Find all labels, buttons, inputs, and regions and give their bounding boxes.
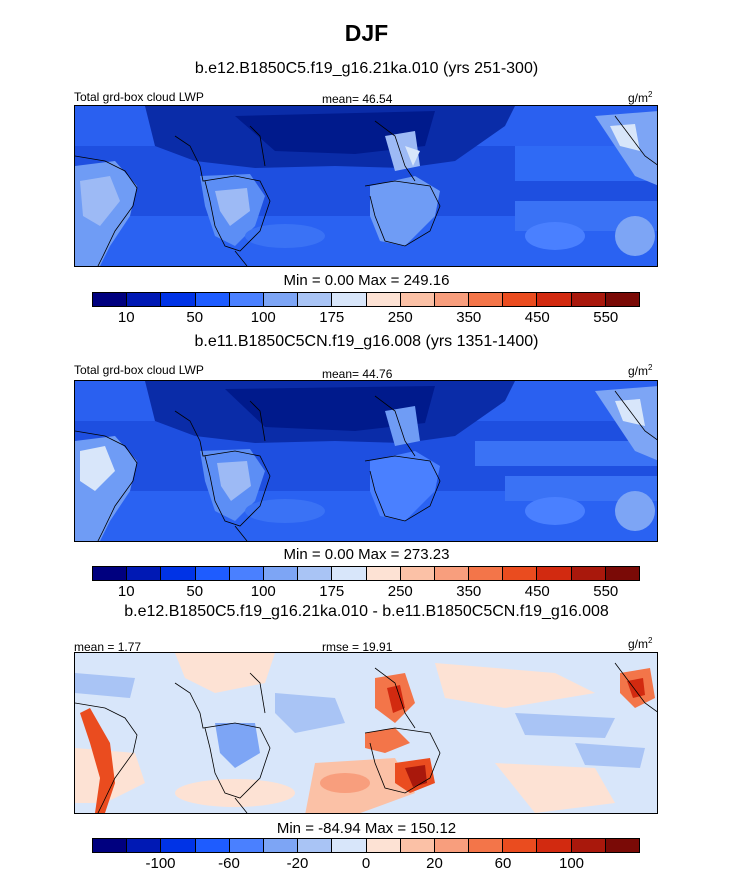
colorbar-tick-label: 450 <box>524 583 550 600</box>
colorbar-swatch <box>229 567 264 580</box>
colorbar-swatch <box>93 293 128 306</box>
colorbar-tick-label: 100 <box>250 583 276 600</box>
panel-2-map <box>74 380 658 542</box>
colorbar-tick-label: 550 <box>593 309 619 326</box>
panel-3-mean-label: mean = 1.77 <box>74 640 142 654</box>
colorbar-swatch <box>400 567 435 580</box>
colorbar-tick-label: 350 <box>456 309 482 326</box>
colorbar-tick-label: 60 <box>494 855 512 872</box>
colorbar-swatch <box>332 293 367 306</box>
colorbar-swatch <box>161 839 196 852</box>
colorbar-swatch <box>195 567 230 580</box>
colorbar-swatch <box>298 567 333 580</box>
panel-2-variable-label: Total grd-box cloud LWP <box>74 363 204 377</box>
colorbar-tick-label: 0 <box>361 855 371 872</box>
panel-2-colorbar <box>92 566 640 581</box>
panel-1-minmax: Min = 0.00 Max = 249.16 <box>283 272 450 289</box>
panel-1-unit: g/m2 <box>628 90 653 105</box>
colorbar-swatch <box>195 839 230 852</box>
colorbar-swatch <box>332 839 367 852</box>
panel-2-mean-label: mean= 44.76 <box>322 367 393 381</box>
colorbar-swatch <box>537 293 572 306</box>
panel-3-rmse-label: rmse = 19.91 <box>322 640 393 654</box>
colorbar-swatch <box>400 839 435 852</box>
colorbar-tick-label: -20 <box>286 855 309 872</box>
panel-3-colorbar <box>92 838 640 853</box>
colorbar-tick-label: 250 <box>387 583 413 600</box>
panel-1-subtitle: b.e12.B1850C5.f19_g16.21ka.010 (yrs 251-… <box>194 60 539 77</box>
figure-title: DJF <box>344 20 389 46</box>
colorbar-swatch <box>605 839 639 852</box>
colorbar-swatch <box>605 567 639 580</box>
colorbar-tick-label: 250 <box>387 309 413 326</box>
colorbar-swatch <box>161 567 196 580</box>
colorbar-tick-label: 175 <box>319 309 345 326</box>
panel-2-subtitle: b.e11.B1850C5CN.f19_g16.008 (yrs 1351-14… <box>194 333 539 350</box>
panel-3-subtitle: b.e12.B1850C5.f19_g16.21ka.010 - b.e11.B… <box>124 603 609 620</box>
colorbar-swatch <box>503 293 538 306</box>
colorbar-swatch <box>434 839 470 852</box>
colorbar-swatch <box>263 293 299 306</box>
colorbar-tick-label: 10 <box>117 583 135 600</box>
colorbar-tick-label: -100 <box>145 855 176 872</box>
colorbar-swatch <box>503 839 538 852</box>
colorbar-tick-label: 350 <box>456 583 482 600</box>
colorbar-swatch <box>434 567 470 580</box>
colorbar-swatch <box>400 293 435 306</box>
colorbar-swatch <box>605 293 639 306</box>
colorbar-tick-label: 100 <box>250 309 276 326</box>
colorbar-swatch <box>469 293 504 306</box>
colorbar-tick-label: 20 <box>426 855 443 872</box>
colorbar-tick-label: 100 <box>558 855 585 872</box>
panel-3-map <box>74 652 658 814</box>
colorbar-swatch <box>229 293 264 306</box>
colorbar-swatch <box>537 567 572 580</box>
colorbar-swatch <box>469 567 504 580</box>
colorbar-swatch <box>298 839 333 852</box>
colorbar-swatch <box>332 567 367 580</box>
colorbar-swatch <box>434 293 470 306</box>
colorbar-swatch <box>571 839 606 852</box>
colorbar-tick-label: 450 <box>524 309 550 326</box>
panel-2-unit: g/m2 <box>628 363 653 378</box>
colorbar-swatch <box>571 567 606 580</box>
colorbar-tick-label: -60 <box>218 855 240 872</box>
colorbar-swatch <box>366 293 401 306</box>
colorbar-swatch <box>469 839 504 852</box>
colorbar-swatch <box>161 293 196 306</box>
colorbar-swatch <box>503 567 538 580</box>
colorbar-tick-label: 50 <box>186 583 204 600</box>
colorbar-swatch <box>127 293 162 306</box>
panel-2-minmax: Min = 0.00 Max = 273.23 <box>283 546 450 563</box>
colorbar-tick-label: 50 <box>186 309 204 326</box>
panel-1-map <box>74 105 658 267</box>
panel-1-variable-label: Total grd-box cloud LWP <box>74 90 204 104</box>
panel-3-unit: g/m2 <box>628 636 653 651</box>
colorbar-swatch <box>229 839 264 852</box>
colorbar-swatch <box>263 567 299 580</box>
colorbar-swatch <box>93 567 128 580</box>
colorbar-swatch <box>571 293 606 306</box>
panel-1-mean-label: mean= 46.54 <box>322 92 393 106</box>
colorbar-swatch <box>537 839 572 852</box>
colorbar-swatch <box>93 839 128 852</box>
colorbar-tick-label: 550 <box>593 583 619 600</box>
panel-3-minmax: Min = -84.94 Max = 150.12 <box>276 820 457 837</box>
colorbar-swatch <box>195 293 230 306</box>
colorbar-swatch <box>366 567 401 580</box>
colorbar-tick-label: 10 <box>117 309 135 326</box>
colorbar-swatch <box>263 839 299 852</box>
panel-1-colorbar <box>92 292 640 307</box>
colorbar-swatch <box>127 567 162 580</box>
colorbar-swatch <box>366 839 401 852</box>
colorbar-swatch <box>127 839 162 852</box>
colorbar-swatch <box>298 293 333 306</box>
colorbar-tick-label: 175 <box>319 583 345 600</box>
